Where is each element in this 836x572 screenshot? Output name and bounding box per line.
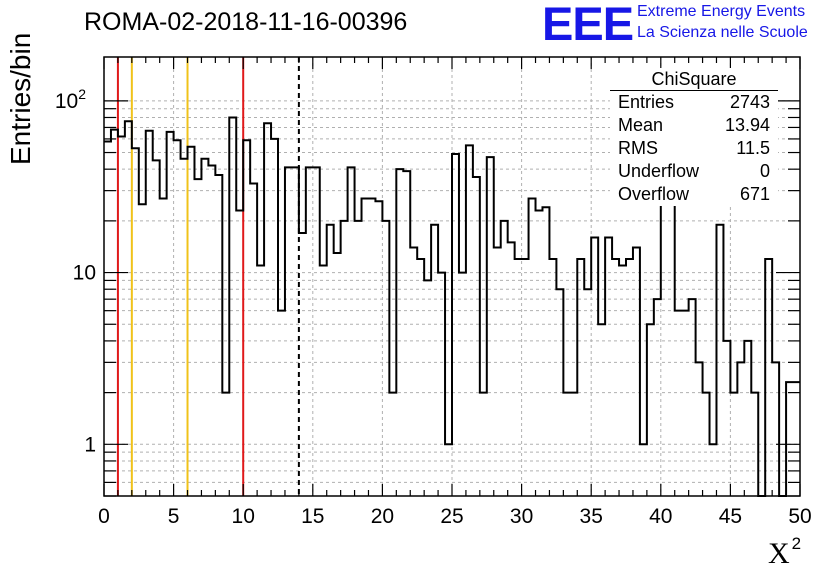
y-axis-label: Entries/bin bbox=[5, 32, 36, 165]
y-tick-label: 1 bbox=[84, 433, 96, 456]
x-tick-label: 20 bbox=[371, 505, 394, 528]
stats-label: Underflow bbox=[618, 161, 700, 181]
stats-value: 2743 bbox=[729, 92, 770, 112]
stats-label: Overflow bbox=[618, 184, 690, 204]
x-tick-label: 40 bbox=[649, 505, 672, 528]
x-tick-label: 50 bbox=[788, 505, 811, 528]
stats-value: 671 bbox=[739, 184, 770, 204]
x-tick-label: 10 bbox=[232, 505, 255, 528]
x-tick-label: 5 bbox=[168, 505, 180, 528]
x-tick-labels: 0 5 10 15 20 25 30 35 40 45 50 bbox=[98, 505, 812, 528]
y-tick-label: 10 bbox=[73, 262, 96, 285]
x-tick-label: 25 bbox=[440, 505, 463, 528]
eee-logo: EEE bbox=[542, 0, 634, 50]
stats-label: RMS bbox=[618, 138, 658, 158]
stats-value: 13.94 bbox=[724, 115, 770, 135]
stats-row-entries: Entries 2743 bbox=[610, 91, 778, 114]
y-tick-labels: 1 10 102 bbox=[55, 86, 96, 456]
stats-value: 0 bbox=[759, 161, 770, 181]
stats-row-rms: RMS 11.5 bbox=[610, 137, 778, 160]
chart-title: ROMA-02-2018-11-16-00396 bbox=[84, 8, 408, 36]
stats-row-mean: Mean 13.94 bbox=[610, 114, 778, 137]
logo-subtitle-line2: La Scienza nelle Scuole bbox=[637, 24, 808, 41]
axis-ticks bbox=[103, 57, 801, 497]
y-tick-label: 102 bbox=[55, 86, 86, 113]
x-axis-label-base: X bbox=[768, 537, 790, 570]
stats-value: 11.5 bbox=[736, 138, 770, 158]
stats-box: ChiSquare Entries 2743 Mean 13.94 RMS 11.5 … bbox=[610, 68, 778, 206]
x-tick-label: 15 bbox=[301, 505, 324, 528]
x-tick-label: 30 bbox=[510, 505, 533, 528]
logo-subtitle-line1: Extreme Energy Events bbox=[637, 3, 806, 20]
x-tick-label: 0 bbox=[98, 505, 110, 528]
stats-row-underflow: Underflow 0 bbox=[610, 160, 778, 183]
histogram-step-line bbox=[104, 116, 800, 497]
stats-box-title: ChiSquare bbox=[610, 68, 778, 91]
x-tick-label: 35 bbox=[580, 505, 603, 528]
stats-row-overflow: Overflow 671 bbox=[610, 183, 778, 206]
x-tick-label: 45 bbox=[719, 505, 742, 528]
x-axis-label-exponent: 2 bbox=[791, 534, 802, 553]
stats-label: Entries bbox=[618, 92, 675, 112]
stats-label: Mean bbox=[618, 115, 664, 135]
